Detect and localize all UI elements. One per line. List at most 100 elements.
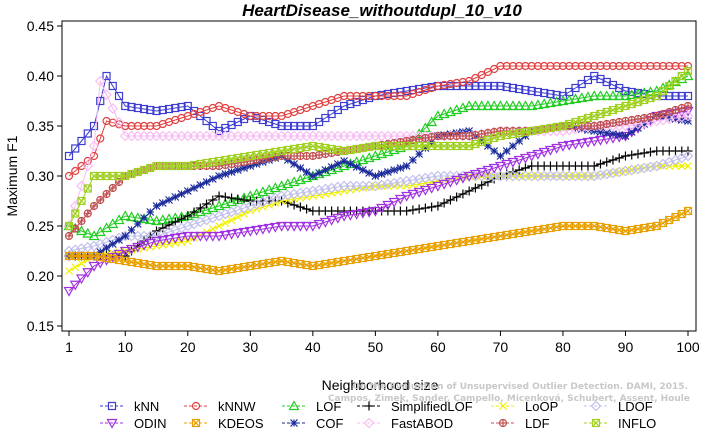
data-point	[576, 92, 588, 103]
data-point	[677, 162, 686, 170]
data-point	[151, 215, 163, 226]
legend-item: LDOF	[584, 399, 653, 414]
data-point	[594, 135, 606, 146]
data-point	[308, 172, 317, 180]
data-point	[527, 86, 536, 96]
data-point	[289, 121, 299, 131]
data-point	[146, 121, 155, 131]
data-point	[608, 61, 618, 71]
legend-item: COF	[282, 416, 344, 431]
data-point	[382, 200, 394, 211]
data-point	[463, 171, 475, 182]
data-point	[352, 163, 361, 171]
x-tick-label: 50	[368, 339, 384, 355]
data-point	[157, 235, 169, 246]
data-point	[119, 246, 131, 257]
data-point	[208, 225, 217, 233]
data-point	[589, 161, 599, 171]
data-point	[269, 222, 281, 233]
data-point	[358, 166, 367, 174]
data-point	[369, 206, 381, 217]
data-point	[563, 94, 575, 105]
data-point	[121, 121, 130, 131]
data-point	[133, 103, 142, 113]
data-point	[595, 159, 605, 169]
data-point	[144, 238, 156, 249]
data-point	[683, 66, 693, 76]
data-point	[552, 61, 561, 71]
series-layer	[63, 61, 694, 297]
data-point	[64, 231, 74, 241]
legend-item: SimplifiedLOF	[357, 399, 473, 414]
x-tick-label: 30	[243, 339, 259, 355]
data-point	[151, 236, 163, 247]
data-point	[113, 116, 125, 128]
data-point	[219, 230, 231, 241]
data-point	[621, 132, 630, 140]
data-point	[396, 91, 405, 101]
data-point	[446, 79, 455, 89]
data-point	[202, 199, 212, 209]
data-point	[569, 139, 581, 150]
data-point	[615, 61, 624, 71]
data-point	[75, 225, 88, 236]
data-point	[538, 147, 550, 158]
data-point	[94, 258, 106, 269]
data-point	[563, 140, 575, 151]
data-point	[83, 209, 92, 218]
series-LDOF	[63, 150, 694, 257]
data-point	[388, 197, 400, 208]
data-point	[544, 97, 556, 108]
data-point	[533, 61, 543, 71]
data-point	[507, 100, 519, 111]
data-point	[152, 106, 161, 116]
data-point	[127, 121, 136, 131]
data-point	[576, 138, 588, 149]
data-point	[69, 280, 81, 291]
data-point	[351, 209, 363, 220]
data-point	[183, 187, 192, 195]
data-point	[677, 61, 686, 71]
data-point	[588, 90, 600, 101]
data-point	[602, 61, 611, 71]
data-point	[515, 84, 524, 94]
data-point	[621, 86, 630, 96]
data-point	[64, 151, 74, 161]
data-point	[644, 86, 657, 97]
data-point	[496, 61, 505, 71]
data-point	[169, 233, 181, 244]
legend-label: FastABOD	[391, 416, 453, 431]
data-point	[315, 150, 324, 160]
data-point	[221, 219, 230, 227]
data-point	[557, 141, 569, 152]
data-point	[551, 96, 563, 107]
data-point	[333, 160, 342, 168]
data-point	[102, 244, 111, 252]
y-tick-label: 0.45	[27, 18, 54, 34]
data-point	[202, 178, 211, 186]
data-point	[171, 103, 180, 113]
data-point	[432, 181, 444, 192]
data-point	[383, 168, 392, 176]
data-point	[307, 221, 319, 232]
data-point	[96, 96, 105, 106]
legend-item: LDF	[491, 416, 550, 431]
data-point	[315, 169, 324, 177]
x-axis-label: Neighborhood size	[322, 377, 439, 393]
data-point	[596, 128, 605, 136]
data-point	[202, 116, 211, 126]
data-point	[521, 61, 530, 71]
data-point	[488, 163, 500, 174]
data-point	[146, 208, 155, 216]
data-point	[108, 240, 117, 248]
data-point	[502, 61, 511, 71]
data-point	[390, 91, 399, 101]
data-point	[683, 101, 693, 111]
data-point	[496, 152, 505, 160]
data-point	[633, 114, 643, 124]
data-point	[619, 90, 632, 101]
data-point	[101, 89, 112, 101]
data-point	[365, 91, 374, 101]
legend-marker	[191, 418, 201, 428]
data-point	[582, 137, 594, 148]
